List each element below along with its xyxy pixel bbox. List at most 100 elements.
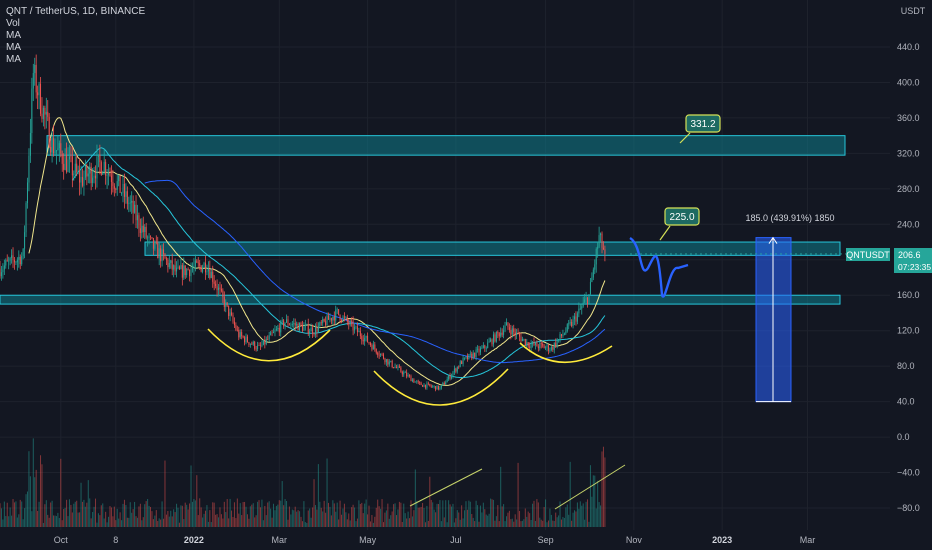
y-tick-label: 400.0 [897, 77, 920, 87]
volume-bar [482, 502, 484, 527]
candle-body [521, 339, 523, 342]
candle-body [451, 375, 453, 379]
volume-bar [112, 516, 114, 527]
volume-bar [44, 504, 46, 527]
volume-bar [566, 504, 568, 527]
candle-body [313, 333, 315, 335]
candle-body [523, 339, 525, 340]
candle-body [388, 361, 390, 365]
y-tick-label: −80.0 [897, 503, 920, 513]
target-label-mid[interactable]: 225.0 [664, 207, 700, 226]
volume-bar [560, 519, 562, 527]
candle-body [453, 368, 455, 373]
candle-body [550, 347, 552, 351]
candle-body [575, 316, 577, 322]
candle-body [594, 264, 596, 270]
volume-bar [220, 514, 222, 527]
candle-body [232, 315, 234, 322]
candle-body [394, 366, 396, 368]
drawings[interactable] [207, 132, 890, 510]
volume-bar [131, 512, 133, 527]
candle-body [121, 192, 123, 194]
volume-bar [527, 511, 529, 527]
volume-bar [598, 502, 600, 527]
candle-body [338, 309, 340, 315]
volume-bar [81, 501, 83, 527]
candle-body [464, 357, 466, 359]
zone-box [46, 135, 846, 156]
candle-body [22, 248, 24, 257]
candle-body [375, 348, 377, 353]
volume-bar [403, 503, 405, 527]
volume-bar [9, 507, 11, 527]
target-label-high[interactable]: 331.2 [685, 114, 721, 133]
volume-bar [222, 518, 224, 527]
volume-bar [138, 506, 140, 527]
volume-bar [0, 508, 2, 527]
candle-body [90, 166, 92, 184]
candle-body [193, 266, 195, 269]
volume-bar [316, 509, 318, 527]
legend-title[interactable]: QNT / TetherUS, 1D, BINANCE [6, 6, 146, 17]
legend-ma-2[interactable]: MA [6, 42, 21, 53]
candle-body [427, 383, 429, 385]
candle-body [409, 375, 411, 377]
volume-bar [53, 515, 55, 527]
volume-bar [452, 503, 454, 527]
volume-bar [184, 502, 186, 527]
chart-legend: QNT / TetherUS, 1D, BINANCE Vol MA MA MA [6, 6, 145, 66]
volume-bar [459, 519, 461, 527]
volume-bar [466, 509, 468, 527]
volume-bar [578, 508, 580, 527]
legend-ma-1[interactable]: MA [6, 30, 21, 41]
volume-bar [149, 506, 152, 527]
volume-bar [241, 515, 243, 527]
time-axis[interactable]: Oct 8 2022 Mar May Jul Sep Nov 2023 Mar [54, 535, 815, 545]
candle-body [136, 215, 138, 221]
volume-bar [287, 519, 289, 527]
legend-ma-3[interactable]: MA [6, 54, 21, 65]
candle-body [63, 163, 65, 170]
candle-body [482, 345, 484, 348]
candle-body [569, 322, 571, 324]
candle-body [579, 308, 581, 310]
volume-bar [157, 521, 159, 527]
candle-body [524, 339, 526, 346]
x-tick-label: 8 [113, 535, 118, 545]
volume-bar [206, 505, 208, 527]
candle-body [520, 336, 522, 342]
volume-bar [550, 514, 552, 527]
volume-bar [89, 498, 91, 527]
volume-bar [121, 520, 123, 527]
volume-bar [278, 500, 280, 527]
volume-bar [468, 500, 470, 527]
volume-bar [51, 500, 53, 527]
candle-body [26, 182, 29, 204]
volume-bar [338, 519, 340, 527]
volume-bar [488, 513, 490, 527]
volume-bar [229, 498, 231, 527]
target-high-text: 331.2 [690, 119, 715, 130]
candle-body [283, 320, 285, 327]
candle-body [67, 159, 69, 172]
price-axis[interactable]: 440.0400.0360.0320.0280.0240.0200.0160.0… [897, 42, 920, 513]
legend-vol[interactable]: Vol [6, 18, 20, 29]
volume-bar [532, 503, 534, 527]
volume-bar [401, 521, 403, 527]
volume-bar [481, 512, 483, 527]
candle-body [21, 256, 23, 265]
volume-trend-arrow [409, 468, 483, 507]
support-resistance-zones[interactable] [0, 135, 846, 305]
candle-body [196, 260, 198, 263]
candle-body [189, 269, 191, 277]
candle-body [79, 171, 81, 183]
y-tick-label: 40.0 [897, 397, 915, 407]
candle-body [242, 336, 244, 338]
candle-body [257, 345, 259, 349]
candle-body [314, 326, 316, 335]
volume-bar [25, 494, 27, 527]
volume-bar [100, 505, 102, 527]
volume-bar [385, 510, 387, 527]
candle-body [213, 281, 215, 284]
